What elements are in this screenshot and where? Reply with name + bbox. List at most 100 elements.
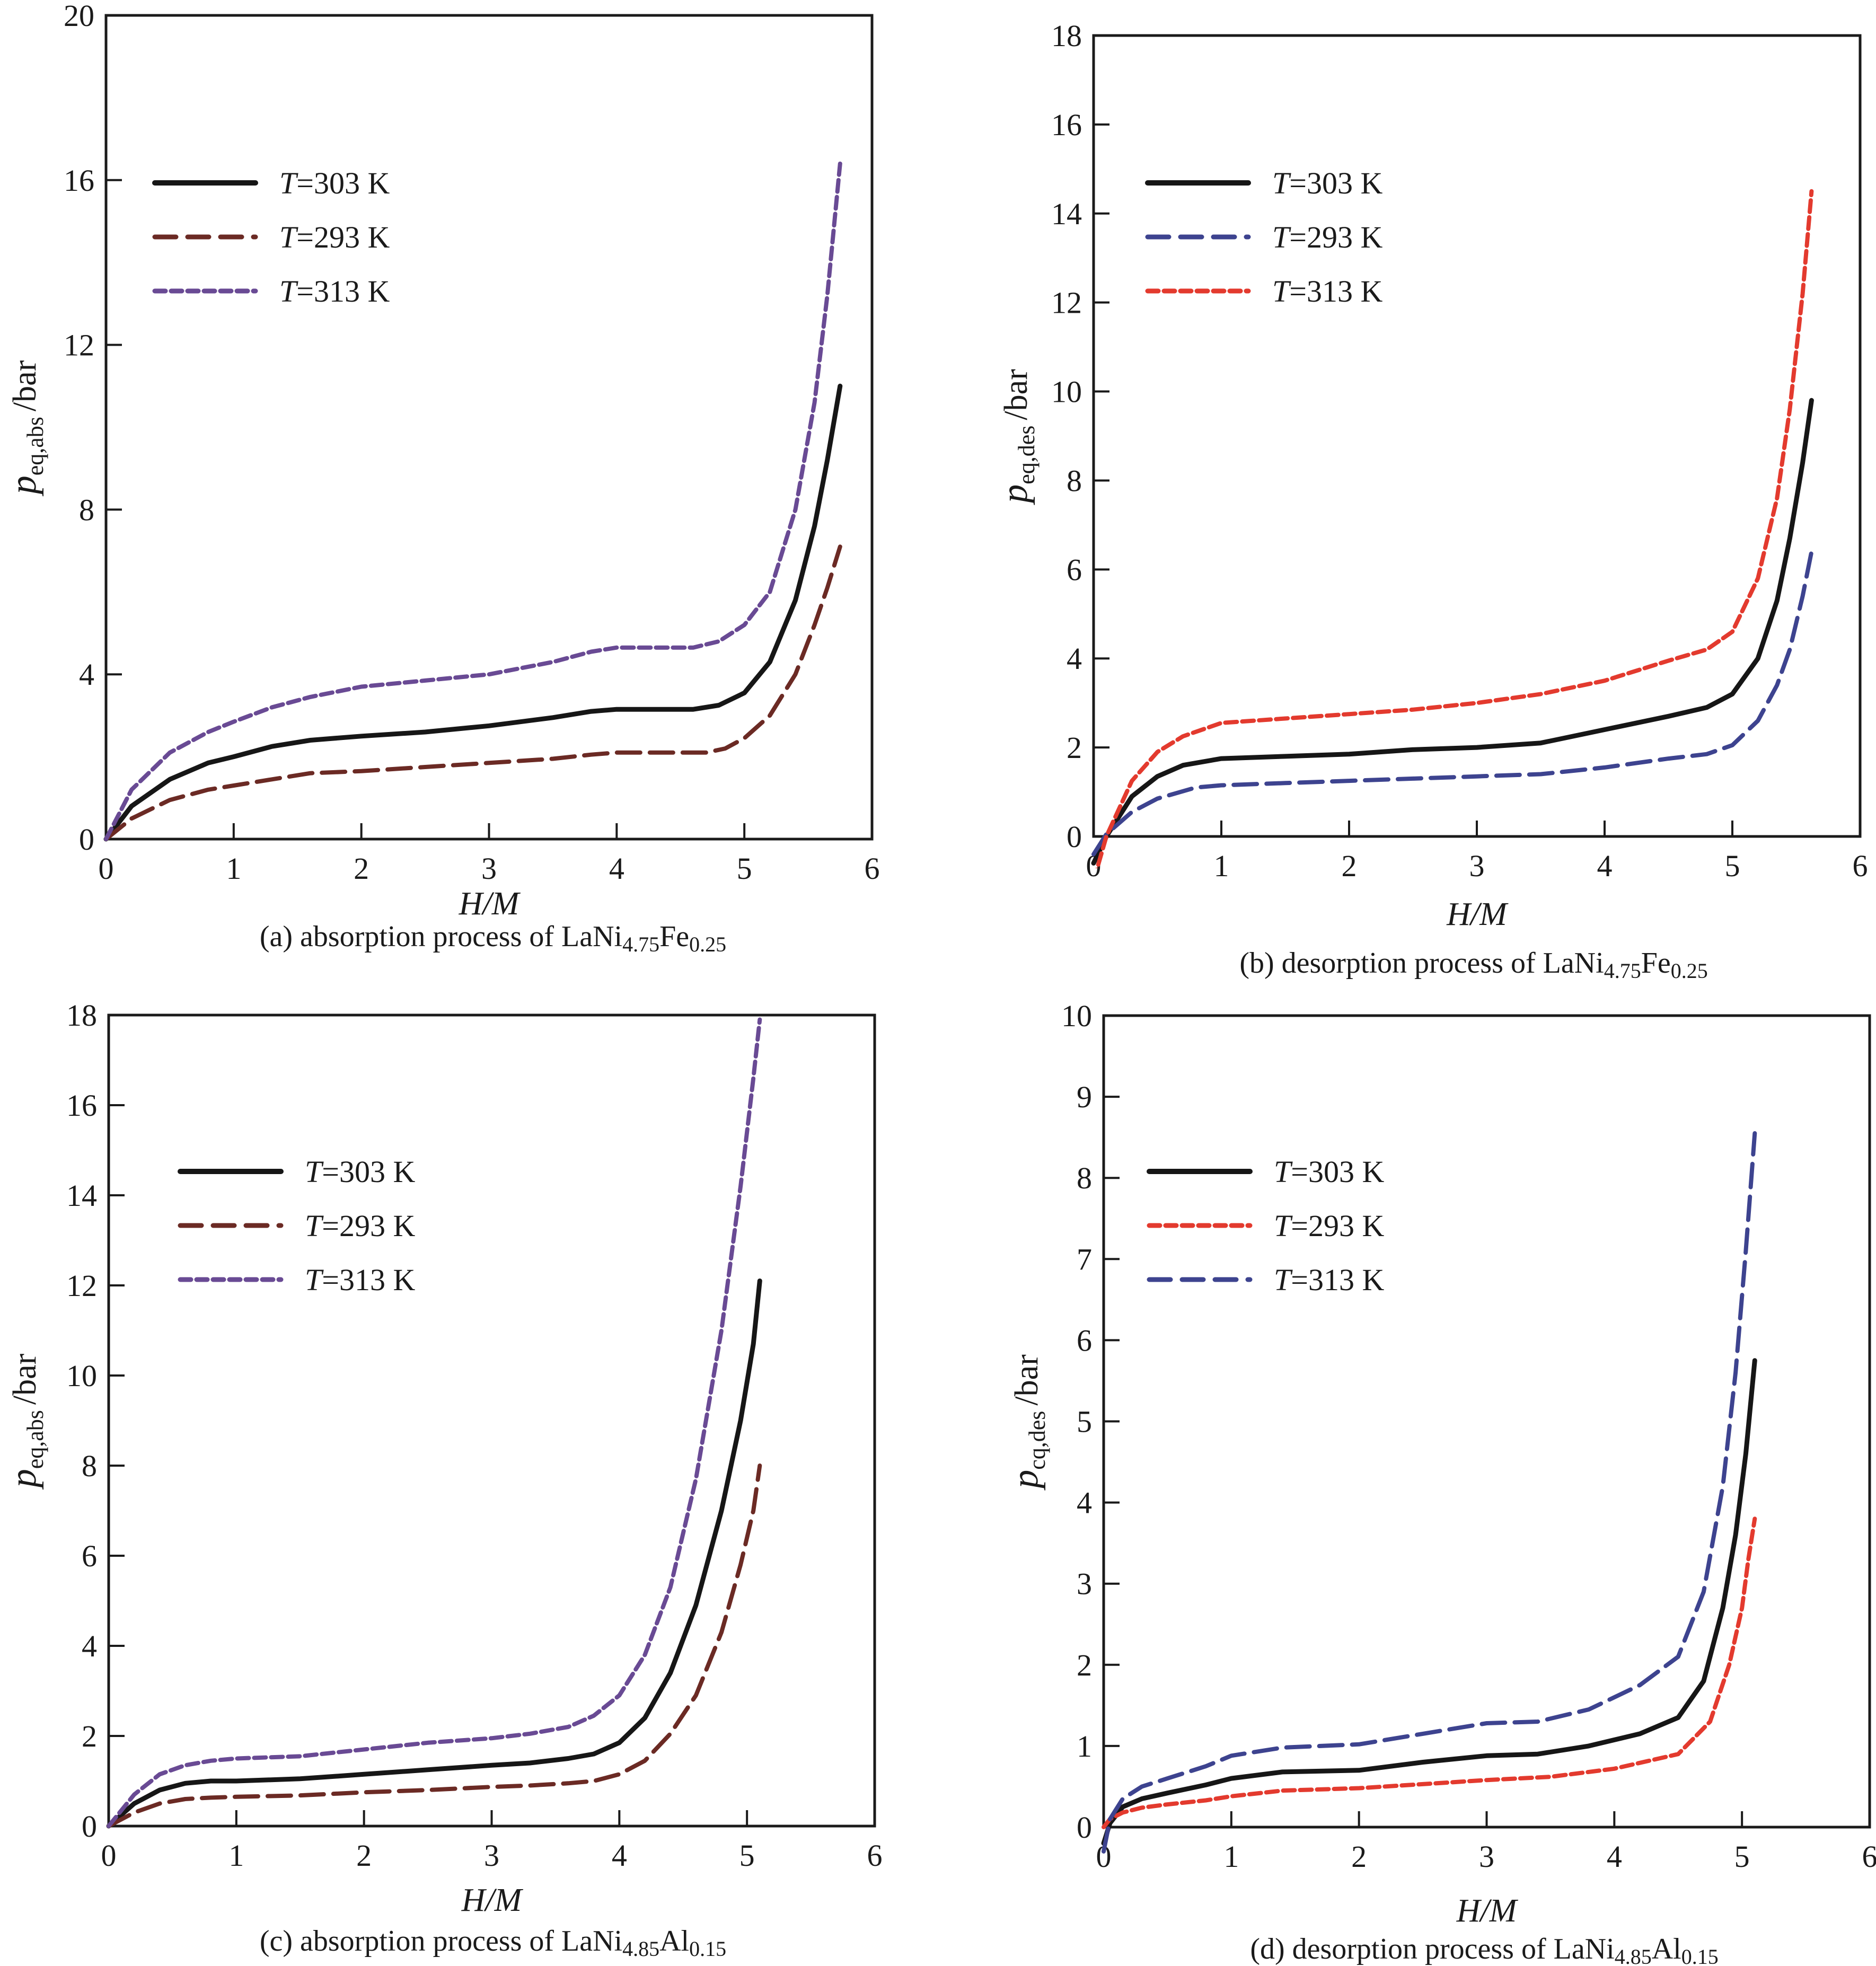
y-tick-label: 8 — [82, 1449, 97, 1483]
legend-label: T=313 K — [1272, 274, 1382, 308]
y-tick-label: 16 — [64, 163, 94, 198]
y-tick-label: 5 — [1077, 1405, 1092, 1439]
curves — [103, 161, 843, 842]
legend: T=303 K T=293 K T=313 K — [178, 1154, 415, 1297]
series-line-313K — [1095, 189, 1814, 868]
legend-label: T=293 K — [1272, 220, 1382, 254]
y-tick-label: 16 — [66, 1088, 97, 1123]
plot-frame — [104, 14, 874, 841]
panel-caption: (c) absorption process of LaNi4.85Al0.15 — [260, 1925, 726, 1961]
y-tick-label: 7 — [1077, 1242, 1092, 1276]
y-tick-label: 20 — [64, 0, 94, 33]
series-line-303K — [1101, 1358, 1757, 1846]
x-tick-label: 5 — [737, 851, 752, 886]
panel-c: 0 1 2 3 4 5 6024681012141618H/Mpeq,abs/barT=30… — [3, 998, 883, 1961]
series-line-293K — [1091, 549, 1814, 857]
x-tick-label: 2 — [356, 1838, 372, 1873]
x-tick-label: 5 — [1725, 849, 1740, 883]
y-tick-label: 4 — [1067, 641, 1082, 676]
y-tick-label: 18 — [66, 998, 97, 1033]
legend-label: T=293 K — [305, 1209, 415, 1243]
x-axis-title: H/M — [461, 1882, 524, 1918]
y-tick-label: 12 — [64, 328, 94, 363]
legend-label: T=313 K — [279, 274, 390, 308]
y-tick-label: 2 — [1077, 1648, 1092, 1682]
legend-label: T=303 K — [1274, 1154, 1384, 1189]
series-line-313K — [107, 1017, 762, 1828]
x-tick-label: 4 — [609, 851, 624, 886]
y-tick-label: 16 — [1051, 108, 1082, 142]
x-tick-label: 5 — [1734, 1839, 1750, 1874]
y-axis-title: peq,des/bar — [994, 369, 1040, 506]
panel-caption: (b) desorption process of LaNi4.75Fe0.25 — [1239, 947, 1707, 983]
x-axis-title: H/M — [1446, 896, 1509, 932]
x-axis-title: H/M — [1456, 1893, 1519, 1929]
legend-label: T=313 K — [305, 1263, 415, 1297]
plot-frame — [1092, 34, 1862, 838]
x-axis-title: H/M — [459, 886, 521, 922]
panel-caption: (a) absorption process of LaNi4.75Fe0.25 — [260, 920, 726, 956]
y-tick-label: 10 — [66, 1359, 97, 1393]
y-tick-label: 2 — [82, 1719, 97, 1753]
y-tick-label: 10 — [1061, 999, 1092, 1033]
x-tick-label: 6 — [865, 851, 880, 886]
series-line-303K — [103, 383, 843, 842]
y-tick-label: 6 — [82, 1539, 97, 1573]
x-tick-label: 3 — [484, 1838, 499, 1873]
y-tick-label: 4 — [82, 1629, 97, 1663]
series-line-293K — [107, 1464, 762, 1828]
x-tick-label: 0 — [99, 851, 114, 886]
x-tick-label: 1 — [228, 1838, 244, 1873]
y-tick-label: 10 — [1051, 375, 1082, 409]
series-line-313K — [104, 161, 842, 841]
y-tick-label: 12 — [66, 1268, 97, 1303]
x-tick-label: 6 — [1853, 849, 1868, 883]
y-tick-label: 6 — [1067, 552, 1082, 587]
y-tick-label: 8 — [79, 492, 94, 527]
x-tick-label: 3 — [1479, 1839, 1494, 1874]
x-tick-label: 2 — [354, 851, 369, 886]
series-line-303K — [106, 1279, 762, 1829]
legend-label: T=303 K — [279, 166, 390, 200]
plot-frame — [107, 1013, 876, 1828]
legend: T=303 K T=293 K T=313 K — [1145, 166, 1382, 308]
legend-label: T=303 K — [1272, 166, 1382, 200]
y-tick-label: 8 — [1067, 463, 1082, 498]
x-tick-label: 4 — [1607, 1839, 1622, 1874]
y-axis-title: peq,abs/bar — [3, 360, 48, 497]
y-axis-title: peq,abs/bar — [3, 1353, 48, 1490]
x-tick-label: 1 — [1214, 849, 1229, 883]
y-tick-label: 14 — [66, 1178, 97, 1213]
y-tick-label: 8 — [1077, 1161, 1092, 1195]
x-tick-label: 4 — [612, 1838, 627, 1873]
y-tick-label: 6 — [1077, 1323, 1092, 1357]
x-tick-label: 2 — [1351, 1839, 1367, 1874]
legend-label: T=313 K — [1274, 1263, 1384, 1297]
curves — [1101, 1131, 1757, 1854]
legend: T=303 K T=293 K T=313 K — [152, 166, 390, 308]
y-tick-label: 12 — [1051, 286, 1082, 320]
y-tick-label: 2 — [1067, 730, 1082, 765]
y-tick-label: 0 — [82, 1809, 97, 1844]
panel-caption: (d) desorption process of LaNi4.85Al0.15 — [1250, 1933, 1718, 1966]
x-tick-label: 2 — [1342, 849, 1357, 883]
x-tick-label: 0 — [101, 1838, 117, 1873]
curves — [1091, 189, 1814, 868]
legend-label: T=293 K — [279, 220, 390, 254]
y-tick-label: 1 — [1077, 1729, 1092, 1764]
legend-label: T=293 K — [1274, 1209, 1384, 1243]
series-line-293K — [1102, 1517, 1757, 1829]
y-tick-label: 4 — [1077, 1486, 1092, 1520]
y-tick-label: 4 — [79, 657, 94, 692]
panel-b: 0 1 2 3 4 5 6024681012141618H/Mpeq,des/barT=30… — [994, 19, 1868, 983]
y-axis-title: pcq,des/bar — [1005, 1354, 1050, 1491]
curves — [106, 1017, 762, 1829]
y-tick-label: 0 — [79, 822, 94, 857]
legend-label: T=303 K — [305, 1154, 415, 1189]
x-tick-label: 1 — [1223, 1839, 1239, 1874]
x-tick-label: 1 — [226, 851, 241, 886]
x-tick-label: 6 — [867, 1838, 883, 1873]
